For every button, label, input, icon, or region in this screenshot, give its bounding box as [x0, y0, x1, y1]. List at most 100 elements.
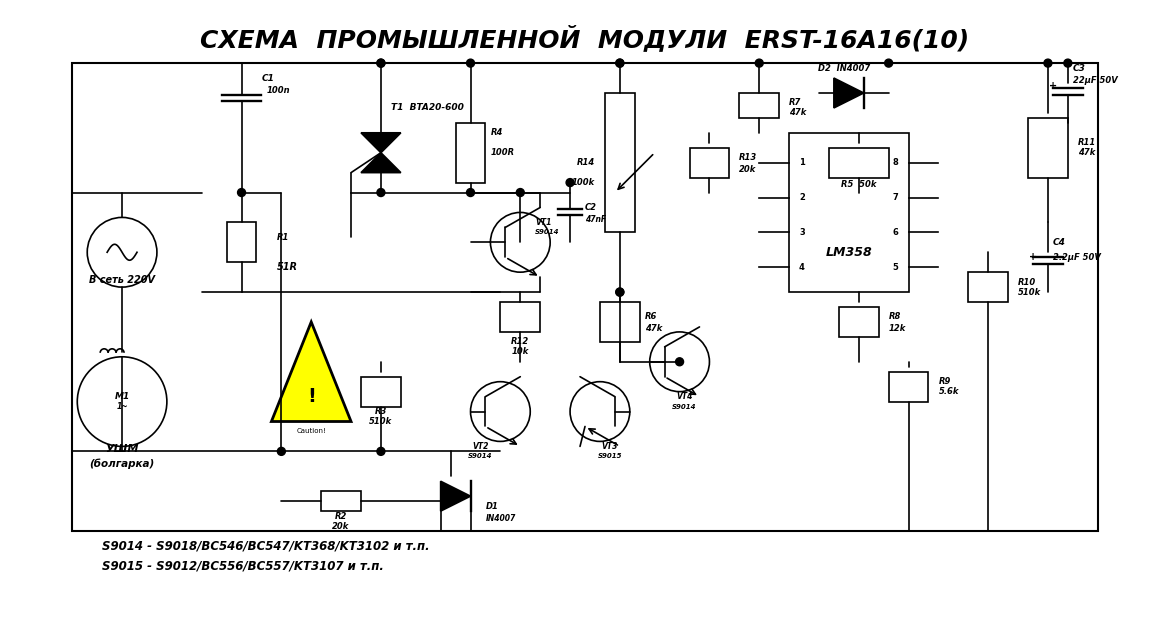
Text: 100R: 100R — [491, 148, 514, 157]
Circle shape — [616, 288, 624, 296]
Circle shape — [466, 188, 474, 197]
Text: 47k: 47k — [1077, 148, 1095, 157]
Polygon shape — [361, 133, 400, 153]
Text: M1: M1 — [115, 392, 130, 401]
Text: 20k: 20k — [333, 521, 350, 531]
Text: S9014: S9014 — [535, 230, 560, 235]
Text: СХЕМА  ПРОМЫШЛЕННОЙ  МОДУЛИ  ERST-16A16(10): СХЕМА ПРОМЫШЛЕННОЙ МОДУЛИ ERST-16A16(10) — [200, 25, 970, 52]
Circle shape — [755, 59, 763, 67]
Bar — [690, 148, 730, 178]
Text: VT1: VT1 — [535, 218, 552, 227]
Polygon shape — [440, 481, 471, 511]
Circle shape — [377, 447, 385, 455]
Text: IN4007: IN4007 — [486, 514, 515, 522]
Text: +: + — [1029, 253, 1038, 262]
Text: УШМ: УШМ — [105, 444, 139, 455]
Polygon shape — [272, 322, 351, 422]
Text: Caution!: Caution! — [296, 429, 327, 434]
Text: !: ! — [307, 387, 316, 406]
Text: R12: R12 — [512, 337, 529, 346]
Text: R2: R2 — [335, 511, 348, 521]
Bar — [739, 93, 779, 118]
Text: C1: C1 — [261, 73, 274, 83]
Circle shape — [616, 59, 624, 67]
Text: 7: 7 — [892, 193, 898, 202]
Text: C3: C3 — [1073, 63, 1086, 73]
Text: 22μF 50V: 22μF 50V — [1073, 75, 1117, 85]
Text: В сеть 220V: В сеть 220V — [89, 275, 155, 285]
Text: VT4: VT4 — [677, 392, 693, 401]
Text: 47k: 47k — [645, 325, 662, 333]
Bar — [600, 302, 639, 342]
Circle shape — [516, 188, 525, 197]
Text: S9014 - S9018/BC546/BC547/KT368/KT3102 и т.п.: S9014 - S9018/BC546/BC547/KT368/KT3102 и… — [102, 539, 430, 552]
Text: VT2: VT2 — [472, 442, 488, 451]
Text: VT3: VT3 — [602, 442, 618, 451]
Circle shape — [616, 288, 624, 296]
Bar — [968, 272, 1008, 302]
Text: 12k: 12k — [889, 325, 906, 333]
Text: D2  IN4007: D2 IN4007 — [817, 63, 870, 73]
Bar — [889, 372, 929, 402]
Text: C2: C2 — [586, 203, 597, 212]
Circle shape — [278, 447, 286, 455]
Circle shape — [1043, 59, 1052, 67]
Text: R11: R11 — [1077, 138, 1096, 147]
Text: 20k: 20k — [739, 165, 756, 174]
Text: S9015 - S9012/BC556/BC557/KT3107 и т.п.: S9015 - S9012/BC556/BC557/KT3107 и т.п. — [102, 559, 384, 572]
Circle shape — [1064, 59, 1071, 67]
Polygon shape — [361, 153, 400, 173]
Text: R6: R6 — [645, 312, 657, 322]
Bar — [789, 133, 909, 292]
Text: (болгарка): (болгарка) — [89, 458, 155, 468]
Text: R10: R10 — [1018, 277, 1036, 287]
Text: 47k: 47k — [789, 108, 807, 118]
Bar — [361, 377, 400, 407]
Circle shape — [377, 188, 385, 197]
Bar — [1028, 118, 1068, 178]
Bar — [73, 63, 1097, 531]
Text: 100n: 100n — [267, 86, 290, 96]
Text: R9: R9 — [938, 377, 951, 386]
Text: 8: 8 — [892, 158, 898, 167]
Text: 5.6k: 5.6k — [938, 387, 959, 396]
Text: D1: D1 — [486, 501, 499, 511]
Text: 10k: 10k — [512, 347, 529, 356]
Text: 51R: 51R — [276, 262, 297, 272]
Text: 6: 6 — [892, 228, 898, 237]
Text: T1  BTA20-600: T1 BTA20-600 — [391, 103, 464, 113]
Text: 2.2μF 50V: 2.2μF 50V — [1053, 253, 1101, 262]
Text: 1: 1 — [799, 158, 804, 167]
Text: 4: 4 — [799, 262, 804, 272]
Text: S9015: S9015 — [597, 453, 622, 460]
Circle shape — [616, 59, 624, 67]
Text: 100k: 100k — [571, 178, 595, 187]
Bar — [605, 93, 635, 233]
Text: R4: R4 — [491, 128, 502, 137]
Bar — [227, 223, 256, 262]
Text: LM358: LM358 — [826, 246, 872, 259]
Circle shape — [566, 179, 574, 187]
Text: 47nF: 47nF — [586, 215, 607, 224]
Text: +: + — [1049, 81, 1057, 91]
Text: R3: R3 — [375, 407, 388, 416]
Text: R7: R7 — [789, 98, 801, 108]
Circle shape — [238, 188, 246, 197]
Text: R14: R14 — [576, 158, 595, 167]
Text: R8: R8 — [889, 312, 900, 322]
Bar — [456, 123, 486, 183]
Bar — [829, 148, 889, 178]
Circle shape — [377, 59, 385, 67]
Text: S9014: S9014 — [672, 404, 697, 409]
Text: 3: 3 — [799, 228, 804, 237]
Circle shape — [377, 59, 385, 67]
Bar — [321, 491, 361, 511]
Circle shape — [884, 59, 892, 67]
Text: R13: R13 — [739, 153, 758, 162]
Text: R1: R1 — [276, 233, 289, 242]
Text: R5  50k: R5 50k — [841, 180, 877, 189]
Text: 2: 2 — [799, 193, 804, 202]
Circle shape — [466, 59, 474, 67]
Text: S9014: S9014 — [468, 453, 493, 460]
Bar — [500, 302, 540, 332]
